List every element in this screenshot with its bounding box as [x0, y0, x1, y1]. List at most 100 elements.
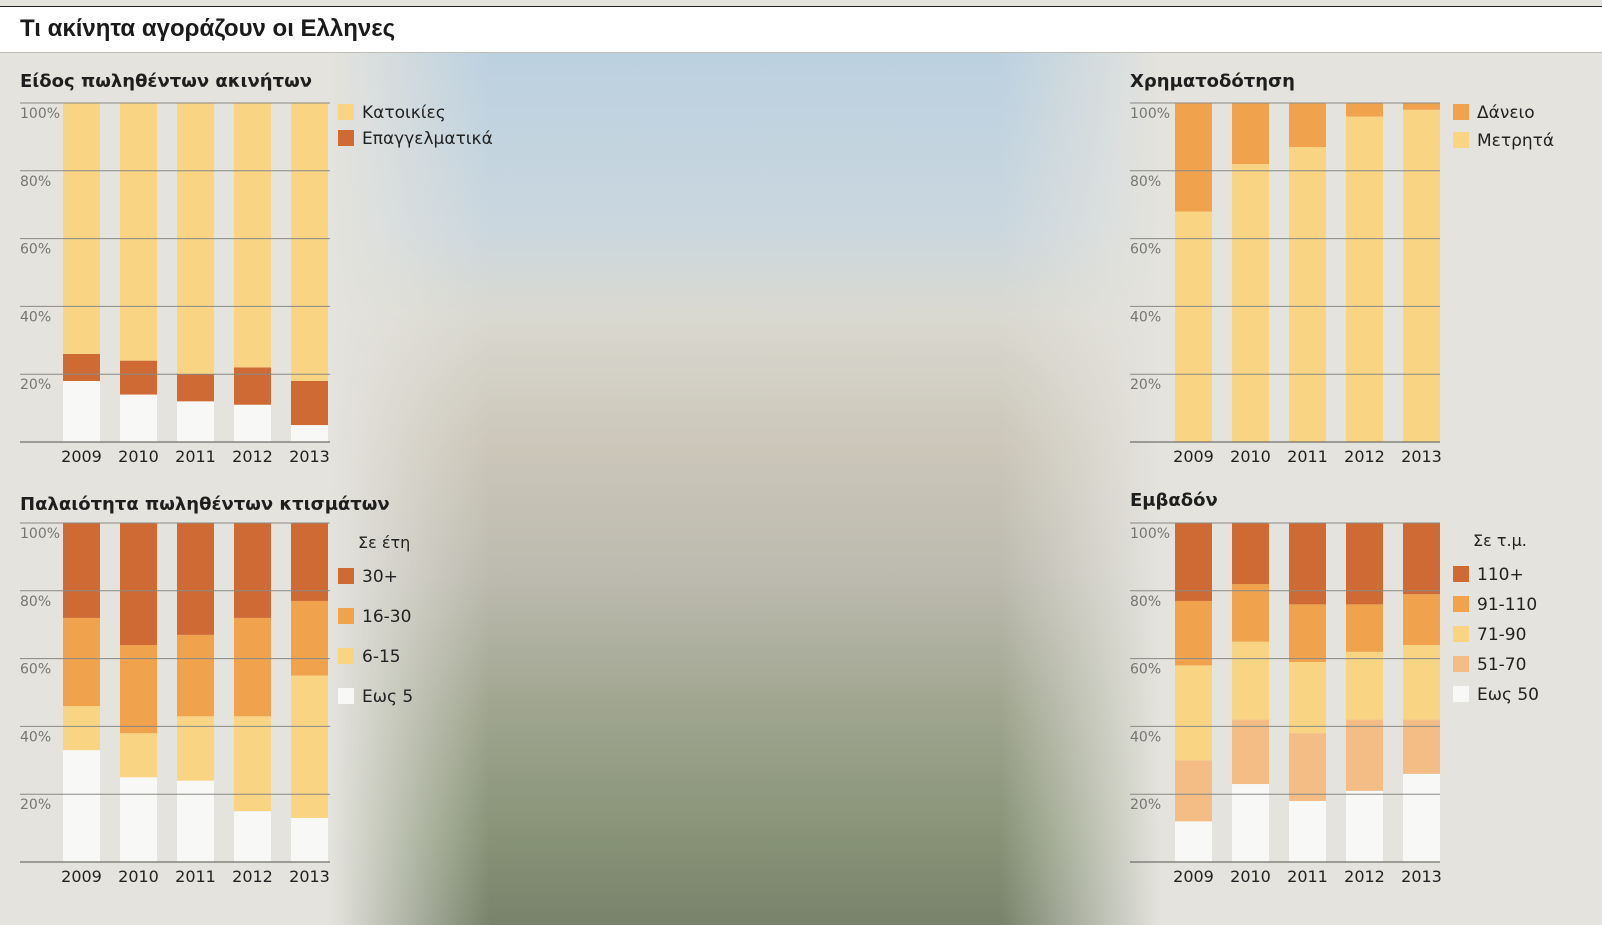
bar-segment [291, 817, 328, 862]
bar-segment [1403, 645, 1440, 720]
x-tick-label: 2013 [1401, 447, 1442, 466]
y-tick-label: 40% [20, 309, 51, 325]
bar-segment [1232, 719, 1269, 785]
x-tick-label: 2011 [175, 867, 216, 886]
bar-segment [120, 777, 157, 862]
x-tick-label: 2010 [1230, 447, 1271, 466]
bar-segment [1346, 719, 1383, 791]
legend-swatch [1453, 596, 1469, 612]
legend-label: 6-15 [362, 647, 401, 667]
bar-segment [1289, 733, 1326, 801]
bar-segment [1232, 641, 1269, 720]
chart-type: Είδος πωληθέντων ακινήτων 20% 40% 60% 80% 100… [20, 71, 493, 466]
bar-segment [63, 706, 100, 751]
x-tick-label: 2011 [175, 447, 216, 466]
legend-swatch [338, 104, 354, 120]
y-tick-label: 80% [1130, 594, 1161, 610]
photo-fade-right [1000, 53, 1160, 925]
y-tick-label: 20% [1130, 797, 1161, 813]
photo-fade-left [330, 53, 490, 925]
bar-segment [1289, 800, 1326, 862]
bar-segment [1346, 651, 1383, 720]
chart-title: Χρηματοδότηση [1130, 71, 1295, 92]
chart-title: Είδος πωληθέντων ακινήτων [20, 71, 312, 92]
y-tick-label: 40% [1130, 729, 1161, 745]
bar-segment [1403, 103, 1440, 110]
legend-title: Σε τ.μ. [1473, 531, 1527, 550]
legend-label: 110+ [1477, 565, 1524, 585]
chart-finance: Χρηματοδότηση 20% 40% 60% 80% 100% 2009 2010 201… [1130, 71, 1554, 466]
bar-segment [291, 380, 328, 426]
x-tick-label: 2010 [118, 447, 159, 466]
chart-area: Εμβαδόν 20% 40% 60% 80% 100% 2009 2010 2011 2012 2… [1130, 490, 1539, 886]
bar-segment [1403, 594, 1440, 646]
bar-segment [1289, 103, 1326, 148]
y-tick-label: 60% [1130, 242, 1161, 258]
legend-swatch [1453, 626, 1469, 642]
y-tick-label: 40% [1130, 309, 1161, 325]
y-tick-label: 80% [20, 174, 51, 190]
chart-age: Παλαιότητα πωληθέντων κτισμάτων 20% 40% 60%… [20, 494, 413, 886]
page-title: Τι ακίνητα αγοράζουν οι Ελληνες [20, 15, 396, 42]
bar-segment [1403, 773, 1440, 862]
bar-segment [1175, 600, 1212, 666]
legend-swatch [338, 608, 354, 624]
bar-segment [234, 811, 271, 862]
bar-segment [1346, 116, 1383, 442]
x-tick-label: 2013 [1401, 867, 1442, 886]
bar-segment [177, 401, 214, 442]
x-tick-label: 2010 [1230, 867, 1271, 886]
bar-segment [291, 425, 328, 442]
y-tick-label: 20% [20, 797, 51, 813]
bar-segment [1289, 147, 1326, 442]
bar-segment [234, 617, 271, 717]
bar-segment [63, 617, 100, 707]
bar-segment [63, 353, 100, 381]
legend-swatch [338, 648, 354, 664]
bar-segment [1232, 784, 1269, 862]
legend-label: 91-110 [1477, 595, 1537, 615]
bar-segment [63, 103, 100, 354]
bar-segment [291, 675, 328, 818]
legend-swatch [338, 130, 354, 146]
legend-label: 71-90 [1477, 625, 1526, 645]
bar-segment [63, 380, 100, 442]
bar-segment [234, 523, 271, 618]
x-tick-label: 2011 [1287, 867, 1328, 886]
bar-segment [1175, 103, 1212, 212]
legend-swatch [1453, 656, 1469, 672]
bar-segment [1403, 109, 1440, 442]
bar-segment [120, 733, 157, 778]
x-tick-label: 2010 [118, 867, 159, 886]
y-tick-label: 20% [20, 377, 51, 393]
bar-segment [291, 600, 328, 676]
bar-segment [1403, 523, 1440, 595]
legend-swatch [338, 688, 354, 704]
bar-segment [1175, 760, 1212, 822]
y-tick-label: 60% [20, 662, 51, 678]
x-tick-label: 2009 [61, 867, 102, 886]
bar-segment [291, 103, 328, 381]
legend-label: Μετρητά [1477, 131, 1554, 151]
legend-swatch [1453, 132, 1469, 148]
bar-segment [177, 523, 214, 635]
legend-swatch [1453, 566, 1469, 582]
x-tick-label: 2009 [1173, 867, 1214, 886]
bar-segment [120, 523, 157, 646]
bar-segment [177, 374, 214, 402]
bar-segment [1346, 103, 1383, 117]
x-tick-label: 2012 [1344, 867, 1385, 886]
bar-segment [1232, 164, 1269, 442]
bar-segment [1232, 103, 1269, 165]
legend-label: Δάνειο [1477, 103, 1535, 123]
legend-label: 16-30 [362, 607, 411, 627]
y-tick-label: 20% [1130, 377, 1161, 393]
x-tick-label: 2012 [1344, 447, 1385, 466]
bar-segment [177, 716, 214, 781]
bar-segment [1232, 584, 1269, 642]
x-tick-label: 2011 [1287, 447, 1328, 466]
bar-segment [1232, 523, 1269, 585]
legend-swatch [338, 568, 354, 584]
bar-segment [1346, 604, 1383, 652]
bar-segment [1289, 661, 1326, 734]
